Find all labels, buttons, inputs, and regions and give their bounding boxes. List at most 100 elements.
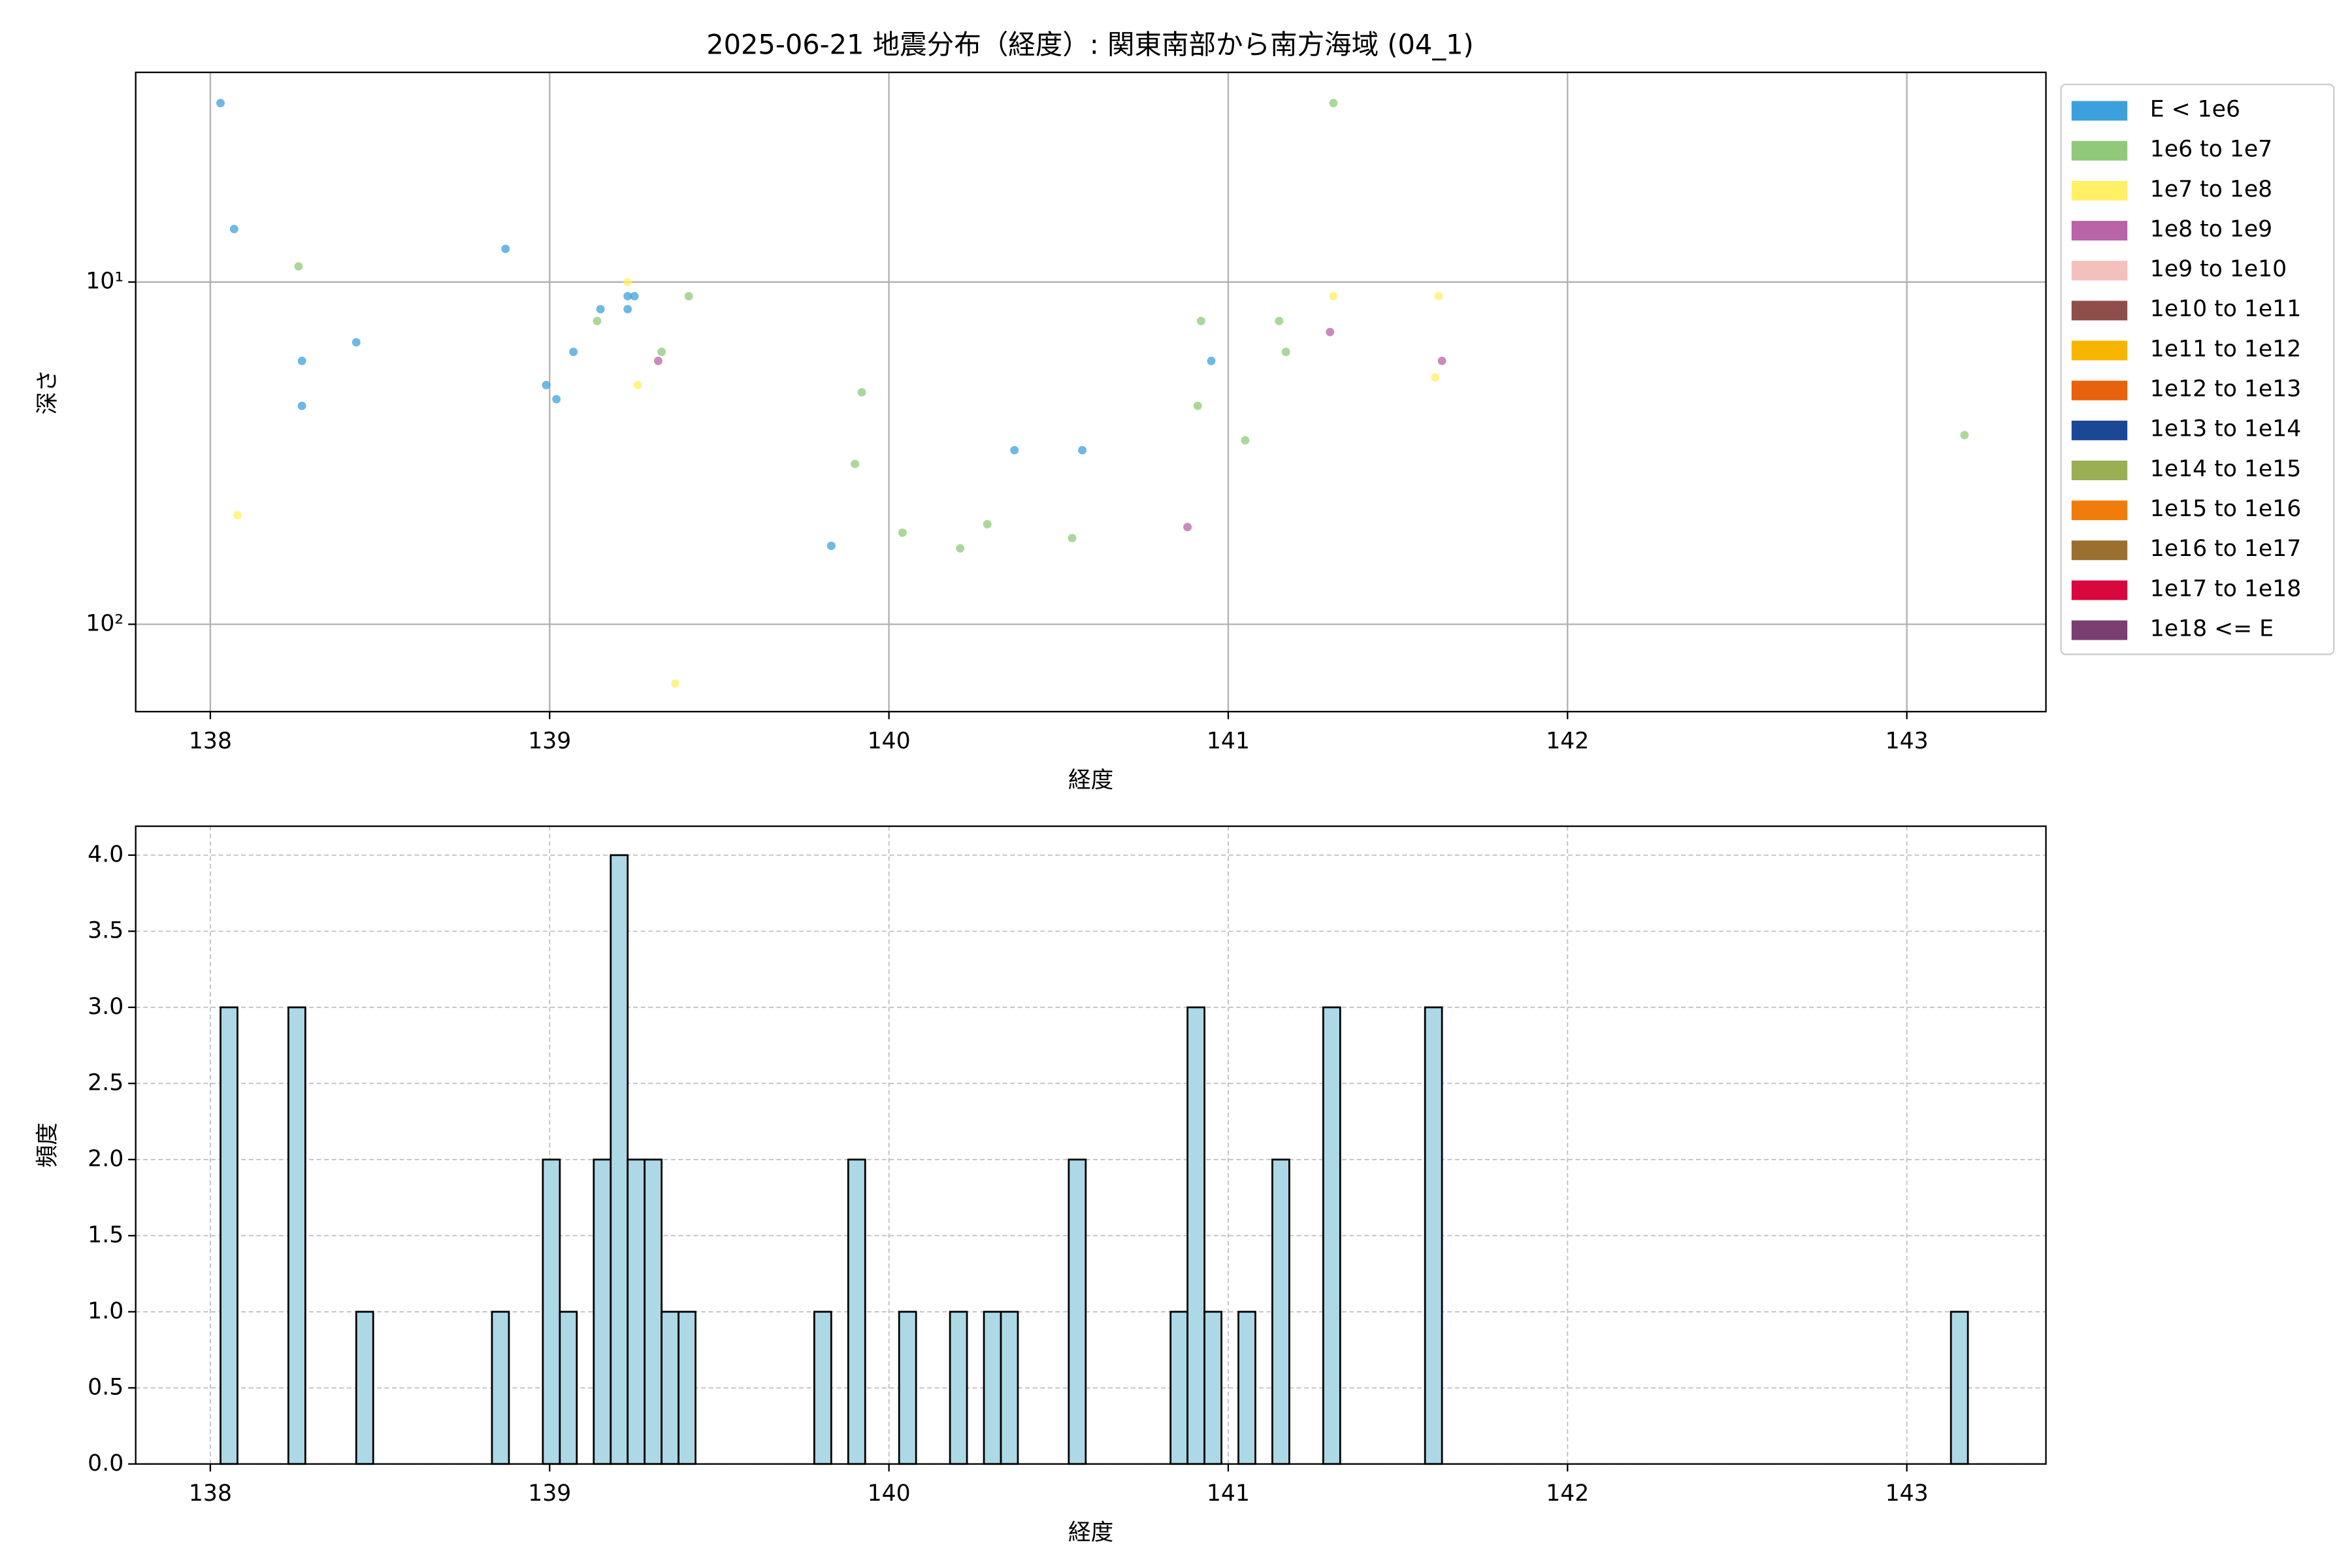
point [1437,356,1446,365]
point [593,316,602,325]
bar [491,1311,510,1465]
bar [813,1311,832,1465]
point [297,356,306,365]
y-tick-label: 1.0 [88,1298,123,1324]
point [1068,534,1077,543]
point [898,528,907,537]
y-axis-label: 頻度 [35,1122,61,1168]
bar [593,1158,612,1465]
bar [678,1311,696,1465]
bar [1186,1006,1205,1465]
y-tick-label: 2.0 [88,1146,123,1172]
point [1196,316,1205,325]
x-tick-label: 142 [1546,1480,1589,1507]
legend-swatch [2071,340,2128,361]
point [216,99,225,108]
point [630,291,639,301]
point [1010,446,1019,455]
bar [220,1006,238,1465]
point [552,395,561,404]
point [1241,436,1250,445]
legend-swatch [2071,580,2128,600]
bar [627,1158,646,1465]
bar [644,1158,663,1465]
legend-swatch [2071,540,2128,561]
axes-frame [135,825,2047,1465]
legend-label: 1e15 to 1e16 [2150,496,2301,522]
y-tick-label: 2.5 [88,1070,123,1096]
legend-swatch [2071,461,2128,480]
x-tick-label: 141 [1207,728,1250,754]
legend-label: 1e9 to 1e10 [2150,256,2287,282]
y-tick-label: 0.5 [88,1374,123,1400]
legend-swatch [2071,180,2128,201]
bar [661,1311,680,1465]
legend-label: 1e13 to 1e14 [2150,416,2301,442]
legend-swatch [2071,261,2128,281]
point [1329,291,1338,301]
legend-label: 1e17 to 1e18 [2150,576,2301,602]
point [501,244,510,253]
point [569,348,578,357]
point [670,679,679,688]
legend-frame [2060,84,2335,655]
legend-label: 1e14 to 1e15 [2150,456,2301,482]
legend-swatch [2071,221,2128,241]
legend-swatch [2071,101,2128,121]
bar [559,1311,578,1465]
x-tick-label: 138 [189,1480,232,1507]
x-tick-label: 139 [528,1480,571,1507]
point [684,291,693,301]
y-tick-label: 3.0 [88,994,123,1020]
point [1960,431,1969,440]
point [351,338,361,347]
point [1078,446,1087,455]
bar [949,1311,968,1465]
point [654,356,662,365]
point [1431,373,1440,382]
legend-swatch [2071,500,2128,521]
point [633,380,642,389]
legend-label: 1e7 to 1e8 [2150,176,2272,203]
point [623,304,632,314]
x-tick-label: 138 [189,728,232,754]
x-tick-label: 143 [1886,1480,1929,1507]
legend-swatch [2071,620,2128,640]
x-tick-label: 140 [868,728,911,754]
bar [1169,1311,1189,1465]
point [596,304,605,314]
bar [1237,1311,1256,1465]
point [851,459,860,468]
bar [355,1311,374,1465]
legend-label: 1e10 to 1e11 [2150,296,2301,322]
y-tick-label: 3.5 [88,917,123,943]
x-tick-label: 141 [1207,1480,1250,1507]
legend-label: 1e16 to 1e17 [2150,536,2301,562]
x-tick-label: 140 [868,1480,911,1507]
point [983,519,992,529]
x-axis-label: 経度 [1068,1520,1113,1546]
bar [1203,1311,1222,1465]
bar [847,1158,866,1465]
legend-swatch [2071,420,2128,440]
point [956,544,965,553]
bar [983,1311,1002,1465]
legend-label: 1e12 to 1e13 [2150,376,2301,402]
point [1275,316,1284,325]
x-tick-label: 143 [1886,728,1929,754]
point [1326,327,1335,336]
point [1434,291,1443,301]
legend-label: 1e18 <= E [2150,615,2274,642]
legend: E < 1e6 1e6 to 1e7 1e7 to 1e8 1e8 to 1e9 1e9… [2060,84,2335,655]
bar [1271,1158,1290,1465]
x-axis-label: 経度 [1068,767,1113,793]
point [1183,523,1192,532]
point [542,380,551,389]
bar [1424,1006,1443,1465]
y-tick-label: 10² [86,611,123,637]
legend-label: E < 1e6 [2150,96,2240,122]
bar [542,1158,561,1465]
